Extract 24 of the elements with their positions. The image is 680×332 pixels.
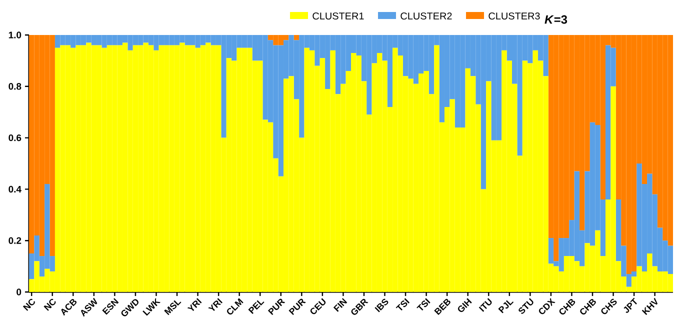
legend-label: CLUSTER3 [488,12,540,20]
y-tick-label: 0 [16,288,22,296]
x-tick-label: YRI [208,298,223,311]
x-tick-label: TSI [396,298,410,310]
y-tick-label: 0.2 [8,237,22,244]
x-tick-label: PEL [248,300,264,314]
x-tick-label: TSI [416,298,430,310]
x-tick-label: IBS [374,298,388,312]
legend-label: CLUSTER1 [312,12,364,20]
y-tick-label: 1.0 [8,32,22,38]
x-tick-label: NC [44,298,56,311]
y-tick-label: 0.4 [8,186,22,193]
x-tick-label: GIH [458,298,472,312]
x-tick-label: NC [22,298,35,311]
text: K=3 [544,15,568,24]
x-tick-label: PJL [498,300,514,314]
legend-label: CLUSTER2 [400,12,452,20]
x-tick-label: ITU [478,298,492,312]
x-tick-label: JPT [624,298,637,313]
y-tick-label: 0.8 [8,83,22,90]
x-tick-label: FIN [333,298,348,312]
x-tick-label: YRI [187,298,202,311]
y-tick-label: 0.6 [8,134,22,142]
x-tick-label: MSL [164,300,182,316]
